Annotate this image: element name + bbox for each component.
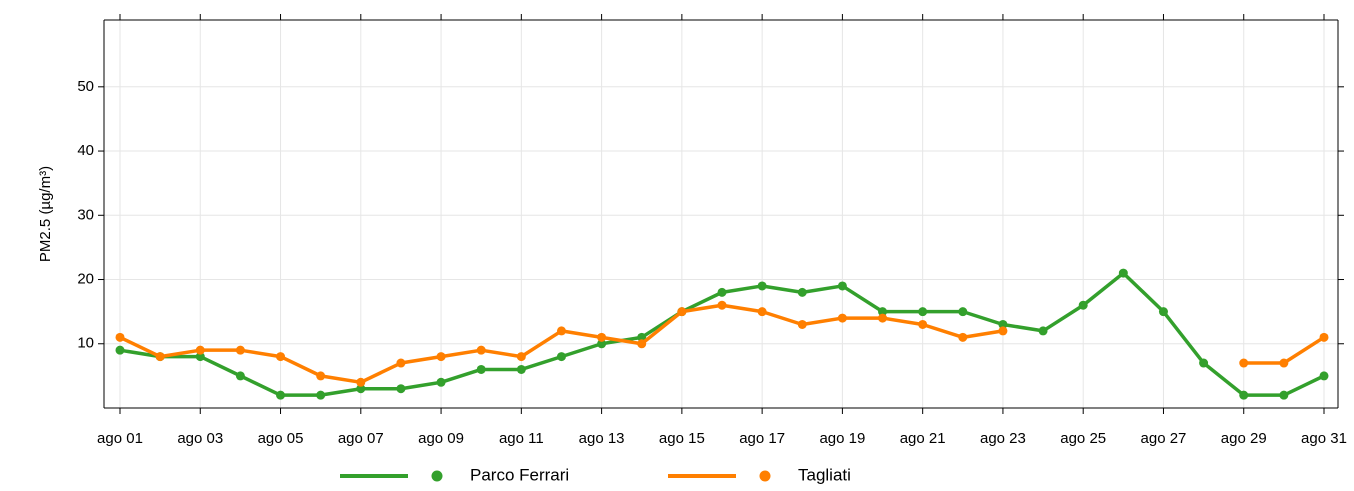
data-point — [878, 307, 888, 317]
data-point — [396, 384, 406, 394]
x-tick-label: ago 09 — [418, 430, 464, 447]
data-point — [717, 287, 727, 297]
data-point — [476, 345, 486, 355]
x-tick-label: ago 01 — [97, 430, 143, 447]
data-point — [115, 332, 125, 342]
data-point — [235, 345, 245, 355]
y-tick-label: 30 — [77, 206, 94, 223]
x-tick-label: ago 17 — [739, 430, 785, 447]
x-tick-label: ago 19 — [819, 430, 865, 447]
data-point — [195, 352, 205, 362]
data-point — [1239, 358, 1249, 368]
data-point — [958, 307, 968, 317]
data-point — [1279, 390, 1289, 400]
data-point — [1239, 390, 1249, 400]
data-point — [235, 371, 245, 381]
data-point — [837, 313, 847, 323]
data-point — [356, 384, 366, 394]
data-point — [918, 307, 928, 317]
x-tick-label: ago 11 — [499, 430, 544, 447]
data-point — [597, 332, 607, 342]
data-point — [597, 339, 607, 349]
x-tick-label: ago 13 — [579, 430, 625, 447]
data-point — [797, 319, 807, 329]
y-tick-label: 40 — [77, 142, 94, 159]
data-point — [958, 332, 968, 342]
data-point — [1199, 358, 1209, 368]
data-point — [195, 345, 205, 355]
data-point — [476, 364, 486, 374]
data-point — [436, 377, 446, 387]
x-tick-label: ago 07 — [338, 430, 384, 447]
data-point — [1118, 268, 1128, 278]
data-point — [998, 319, 1008, 329]
x-tick-label: ago 15 — [659, 430, 705, 447]
data-point — [757, 281, 767, 291]
data-point — [1038, 326, 1048, 336]
data-point — [396, 358, 406, 368]
data-point — [556, 352, 566, 362]
legend-text: Tagliati — [798, 465, 851, 484]
data-point — [115, 345, 125, 355]
y-tick-label: 10 — [77, 335, 94, 352]
x-tick-label: ago 29 — [1221, 430, 1267, 447]
data-point — [1279, 358, 1289, 368]
y-tick-label: 20 — [77, 270, 94, 287]
data-point — [1319, 371, 1329, 381]
data-point — [837, 281, 847, 291]
x-tick-label: ago 21 — [900, 430, 946, 447]
x-tick-label: ago 05 — [258, 430, 304, 447]
x-tick-label: ago 31 — [1301, 430, 1347, 447]
data-point — [757, 307, 767, 317]
data-point — [276, 390, 286, 400]
y-axis-label: PM2.5 (µg/m³) — [37, 166, 54, 262]
data-point — [918, 319, 928, 329]
data-point — [637, 339, 647, 349]
x-tick-label: ago 27 — [1141, 430, 1187, 447]
data-point — [276, 352, 286, 362]
data-point — [677, 307, 687, 317]
data-point — [516, 352, 526, 362]
x-tick-label: ago 03 — [177, 430, 223, 447]
data-point — [717, 300, 727, 310]
legend-dot — [431, 470, 443, 482]
x-tick-label: ago 23 — [980, 430, 1026, 447]
y-tick-label: 50 — [77, 78, 94, 95]
data-point — [556, 326, 566, 336]
legend-text: Parco Ferrari — [470, 465, 569, 484]
data-point — [1078, 300, 1088, 310]
data-point — [637, 332, 647, 342]
legend-dot — [759, 470, 771, 482]
data-point — [1158, 307, 1168, 317]
data-point — [356, 377, 366, 387]
data-point — [436, 352, 446, 362]
data-point — [878, 313, 888, 323]
data-point — [316, 371, 326, 381]
data-point — [155, 352, 165, 362]
data-point — [998, 326, 1008, 336]
data-point — [316, 390, 326, 400]
data-point — [797, 287, 807, 297]
data-point — [1319, 332, 1329, 342]
data-point — [516, 364, 526, 374]
x-tick-label: ago 25 — [1060, 430, 1106, 447]
